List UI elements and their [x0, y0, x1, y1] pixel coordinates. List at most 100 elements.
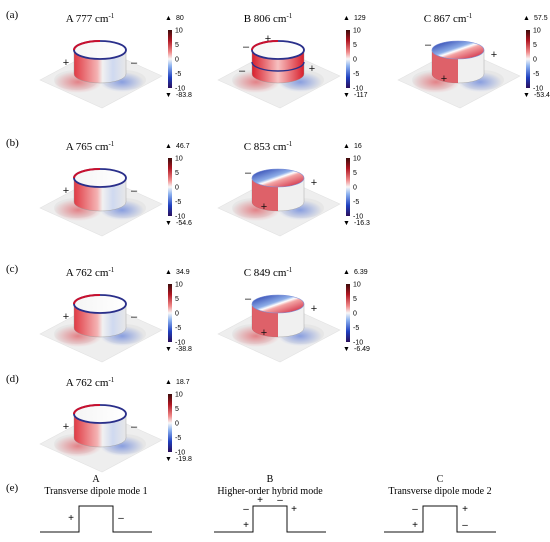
colorbar-max-label: 16	[354, 143, 362, 150]
panel-title: C 853 cm-1	[244, 140, 293, 153]
panel-a-765: + – A 765 cm-1 ▲ 46.7 10 5 0 -5 -10▼ -54.6	[39, 140, 192, 237]
panel-title-exponent: -1	[466, 12, 472, 20]
colorbar-tick: -5	[175, 71, 181, 78]
mid-ring	[251, 61, 305, 72]
colorbar-tick: -10	[533, 86, 543, 93]
colorbar-tick: -10	[175, 214, 185, 221]
colorbar-max-arrow: ▲	[165, 143, 172, 150]
panel-title-mode: A 777 cm	[66, 13, 109, 25]
colorbar-min-label: -83.8	[176, 92, 192, 99]
colorbar-tick: 10	[353, 156, 361, 163]
panel-c-867: – + + C 867 cm-1 ▲ 57.5 10 5 0 -5 -10▼ -53.4	[397, 12, 550, 109]
colorbar-tick: 10	[175, 392, 183, 399]
schematic-sign: +	[462, 504, 468, 515]
colorbar	[346, 30, 350, 88]
schematic-title: Transverse dipole mode 1	[44, 486, 147, 497]
panel-title: B 806 cm-1	[244, 12, 293, 25]
colorbar-min-label: -38.8	[176, 346, 192, 353]
row-d: (d) + – A 762 cm-1 ▲ 18.7 10 5 0 -5 -10▼ -19.8	[6, 373, 192, 473]
panel-title: A 777 cm-1	[66, 12, 115, 25]
resonator-top	[431, 40, 485, 60]
rim-positive	[73, 404, 101, 415]
schematic-sign: –	[277, 495, 283, 506]
panel-title: A 762 cm-1	[66, 376, 115, 389]
colorbar-tick: 10	[175, 156, 183, 163]
colorbar	[168, 284, 172, 342]
sign-marker: +	[63, 421, 69, 433]
panel-title-mode: A 762 cm	[66, 267, 109, 279]
colorbar-min-arrow: ▼	[343, 92, 350, 99]
schematic-sign: –	[462, 520, 468, 531]
sign-marker: +	[491, 49, 497, 61]
panel-title: C 849 cm-1	[244, 266, 293, 279]
rim-positive	[251, 40, 279, 51]
row-label: (d)	[6, 373, 19, 385]
colorbar-max-arrow: ▲	[165, 269, 172, 276]
panel-title-exponent: -1	[286, 140, 292, 148]
schematic-letter: C	[437, 474, 444, 485]
sign-marker: +	[261, 327, 267, 339]
sign-marker: +	[63, 311, 69, 323]
colorbar-min-label: -117	[354, 92, 368, 99]
row-label: (b)	[6, 137, 19, 149]
colorbar-tick: -5	[353, 325, 359, 332]
sign-marker: +	[63, 185, 69, 197]
row-label: (e)	[6, 482, 19, 494]
colorbar-tick: -10	[353, 214, 363, 221]
colorbar-tick: -10	[175, 86, 185, 93]
panel-title-mode: A 765 cm	[66, 141, 109, 153]
cylinder-side-positive	[432, 52, 458, 83]
schematic-sign: +	[291, 504, 297, 515]
colorbar-max-arrow: ▲	[343, 269, 350, 276]
colorbar-tick: 0	[175, 421, 179, 428]
sign-marker: +	[309, 63, 315, 75]
schematic-title: Transverse dipole mode 2	[388, 486, 491, 497]
panel-title-exponent: -1	[286, 12, 292, 20]
sign-marker: +	[63, 57, 69, 69]
colorbar-max-label: 129	[354, 15, 366, 22]
colorbar-min-arrow: ▼	[343, 220, 350, 227]
schematic-title: Higher-order hybrid mode	[217, 486, 323, 497]
panel-title-exponent: -1	[108, 12, 114, 20]
colorbar-min-arrow: ▼	[165, 346, 172, 353]
colorbar-min-label: -16.3	[354, 220, 370, 227]
colorbar-max-arrow: ▲	[523, 15, 530, 22]
colorbar-tick: -5	[175, 435, 181, 442]
colorbar-tick: -5	[175, 199, 181, 206]
colorbar	[168, 30, 172, 88]
resonator-top	[251, 168, 305, 188]
colorbar-tick: 10	[353, 28, 361, 35]
colorbar-tick: 0	[533, 57, 537, 64]
colorbar-tick: -5	[353, 199, 359, 206]
sign-marker: +	[261, 201, 267, 213]
sign-marker: –	[243, 41, 250, 53]
colorbar	[168, 394, 172, 452]
colorbar-max-arrow: ▲	[165, 379, 172, 386]
panel-a-762: + – A 762 cm-1 ▲ 34.9 10 5 0 -5 -10▼ -38.8	[39, 266, 192, 363]
schematic-profile	[40, 505, 152, 533]
colorbar	[526, 30, 530, 88]
schematic-sign: +	[412, 520, 418, 531]
panel-a-762: + – A 762 cm-1 ▲ 18.7 10 5 0 -5 -10▼ -19.8	[39, 376, 192, 473]
colorbar-tick: 5	[175, 42, 179, 49]
colorbar-tick: 0	[353, 57, 357, 64]
panel-title-exponent: -1	[286, 266, 292, 274]
colorbar-tick: 5	[353, 170, 357, 177]
schematic-sign: +	[257, 495, 263, 506]
panel-c-849: – + + C 849 cm-1 ▲ 6.39 10 5 0 -5 -10▼ -6.49	[217, 266, 370, 363]
colorbar-tick: -5	[353, 71, 359, 78]
colorbar-tick: -10	[353, 86, 363, 93]
colorbar-tick: 10	[533, 28, 541, 35]
panel-title-mode: C 853 cm	[244, 141, 287, 153]
colorbar-min-label: -54.6	[176, 220, 192, 227]
schematic-sign: –	[412, 504, 418, 515]
resonator-top	[251, 294, 305, 314]
colorbar	[346, 284, 350, 342]
colorbar-tick: -10	[175, 340, 185, 347]
schematic-sign: +	[243, 520, 249, 531]
colorbar-max-arrow: ▲	[165, 15, 172, 22]
sign-marker: +	[265, 33, 271, 45]
colorbar-tick: -5	[175, 325, 181, 332]
